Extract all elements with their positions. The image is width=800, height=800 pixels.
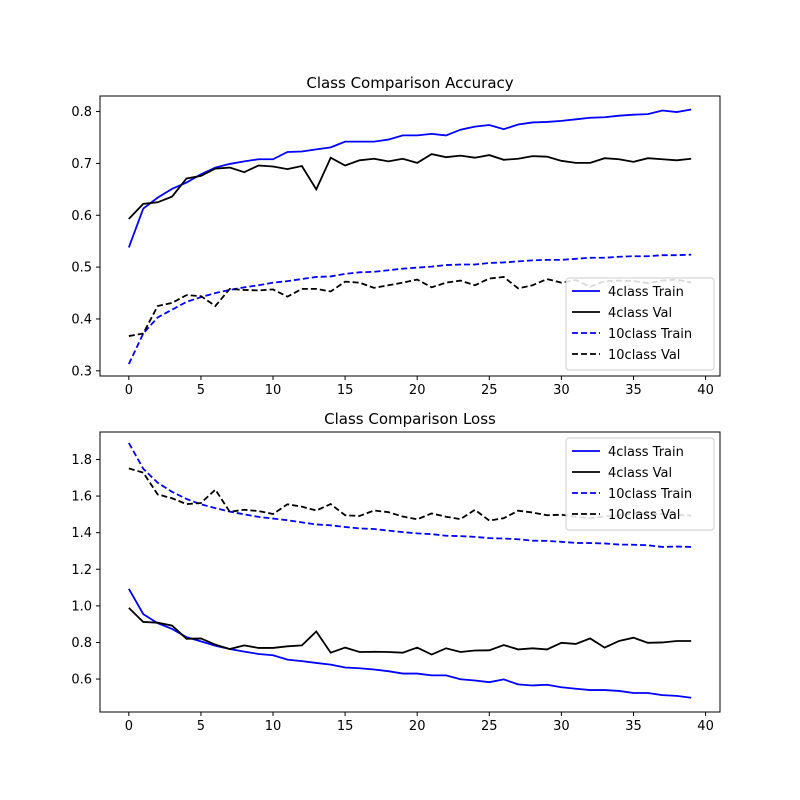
chart2-series-10class-val bbox=[128, 467, 692, 522]
chart2-axes-frame bbox=[99, 431, 721, 713]
chart1-ytick-label: 0.6 bbox=[71, 209, 92, 224]
chart2-legend-label: 10class Val bbox=[608, 508, 680, 523]
chart1-xtick-label: 0 bbox=[125, 383, 133, 398]
chart1-legend-box bbox=[565, 277, 715, 371]
chart2-ytick-label: 1.8 bbox=[71, 453, 92, 468]
chart2-xtick-label: 40 bbox=[697, 719, 714, 734]
chart1-ytick-label: 0.5 bbox=[71, 261, 92, 276]
chart1-ytick-label: 0.3 bbox=[71, 364, 92, 379]
chart2-series-10class-train bbox=[128, 442, 692, 548]
chart1-xtick-label: 30 bbox=[553, 383, 570, 398]
chart2-xtick-label: 20 bbox=[409, 719, 426, 734]
chart1-xtick-label: 10 bbox=[265, 383, 282, 398]
chart1-xtick-label: 5 bbox=[197, 383, 205, 398]
chart2-xtick-label: 35 bbox=[625, 719, 642, 734]
chart1-xtick-label: 40 bbox=[697, 383, 714, 398]
chart2-xtick-label: 30 bbox=[553, 719, 570, 734]
chart1-legend-label: 4class Train bbox=[608, 285, 684, 300]
chart1-axes-frame bbox=[99, 95, 721, 377]
chart2-xtick-label: 0 bbox=[125, 719, 133, 734]
chart1-series-10class-val bbox=[128, 276, 692, 337]
chart2-legend: 4class Train 4class Val 10class Train 10cla… bbox=[565, 437, 715, 531]
chart1-plot: Class Comparison Accuracy 0 5 10 15 20 25 30 35 4… bbox=[71, 74, 721, 398]
chart2-xtick-label: 5 bbox=[197, 719, 205, 734]
chart1-ytick-label: 0.7 bbox=[71, 157, 92, 172]
chart2-xtick-label: 25 bbox=[481, 719, 498, 734]
chart2-legend-label: 4class Val bbox=[608, 466, 672, 481]
chart1-legend: 4class Train 4class Val 10class Train 10cla… bbox=[565, 277, 715, 371]
chart2-ytick-label: 1.2 bbox=[71, 563, 92, 578]
chart1-legend-label: 4class Val bbox=[608, 306, 672, 321]
chart1-series-4class-val bbox=[128, 153, 692, 220]
chart2-ytick-label: 1.0 bbox=[71, 599, 92, 614]
chart1-legend-label: 10class Train bbox=[608, 327, 692, 342]
chart1-xtick-label: 35 bbox=[625, 383, 642, 398]
chart1-xtick-label: 25 bbox=[481, 383, 498, 398]
chart2-legend-label: 4class Train bbox=[608, 445, 684, 460]
chart1-title: Class Comparison Accuracy bbox=[306, 74, 513, 92]
chart1-series-4class-train bbox=[127, 108, 692, 248]
chart2-ytick-label: 1.6 bbox=[71, 490, 92, 505]
chart1-xtick-label: 20 bbox=[409, 383, 426, 398]
chart2-series-4class-val bbox=[128, 607, 692, 656]
chart2-legend-label: 10class Train bbox=[608, 487, 692, 502]
chart2-ytick-label: 1.4 bbox=[71, 526, 92, 541]
chart2-xtick-label: 10 bbox=[265, 719, 282, 734]
chart2-plot: Class Comparison Loss 0 5 10 15 20 25 30 35 40 0.6… bbox=[71, 410, 721, 734]
chart1-ytick-label: 0.8 bbox=[71, 105, 92, 120]
chart1-ytick-label: 0.4 bbox=[71, 312, 92, 327]
chart1-xtick-label: 15 bbox=[337, 383, 354, 398]
chart2-xtick-label: 15 bbox=[337, 719, 354, 734]
chart1-legend-label: 10class Val bbox=[608, 348, 680, 363]
chart2-legend-box bbox=[565, 437, 715, 531]
chart2-ytick-label: 0.8 bbox=[71, 636, 92, 651]
chart2-title: Class Comparison Loss bbox=[324, 410, 496, 428]
chart2-ytick-label: 0.6 bbox=[71, 673, 92, 688]
